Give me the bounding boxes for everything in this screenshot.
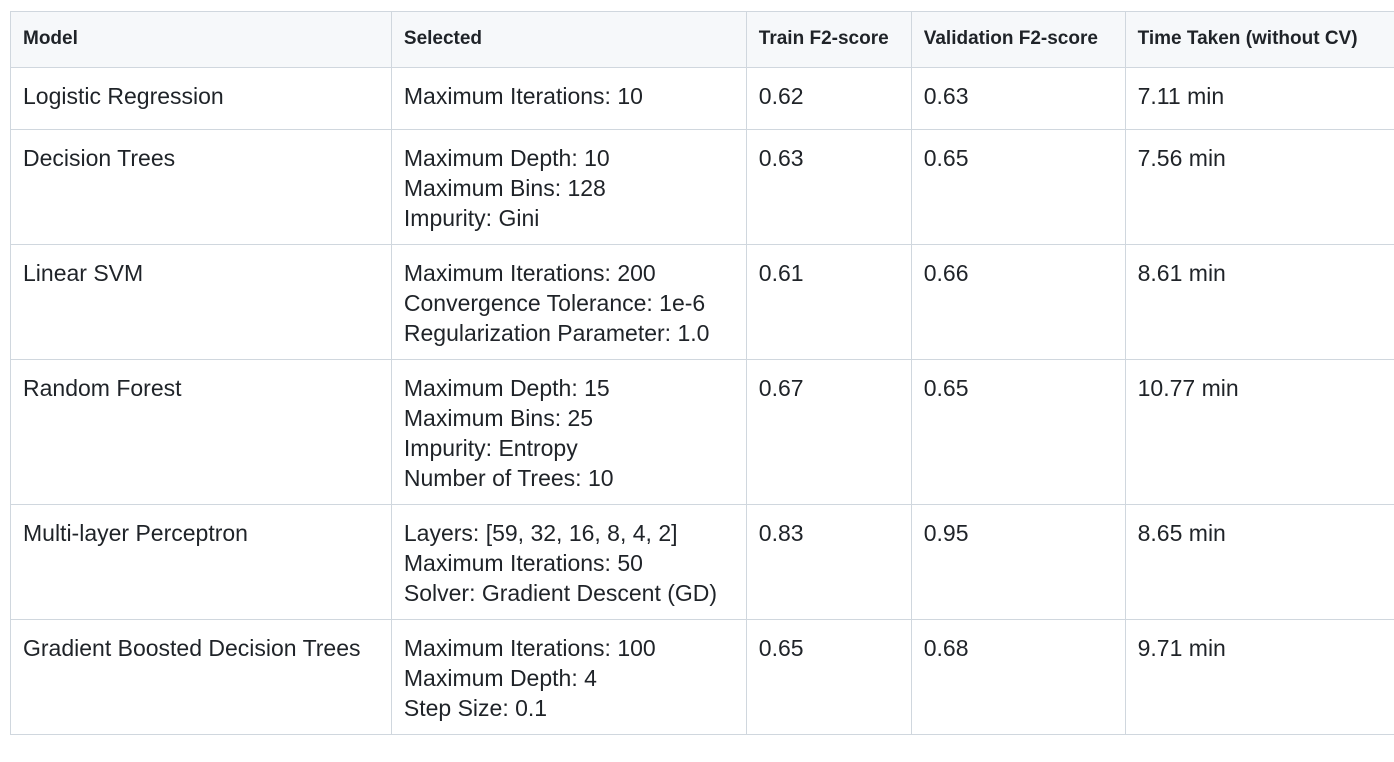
cell-model: Decision Trees	[10, 129, 392, 245]
cell-validation-f2: 0.66	[910, 244, 1126, 360]
table-row: Linear SVM Maximum Iterations: 200 Conve…	[10, 244, 1394, 360]
header-model: Model	[10, 11, 392, 68]
cell-time-taken: 7.56 min	[1124, 129, 1394, 245]
cell-validation-f2: 0.65	[910, 359, 1126, 505]
cell-selected: Maximum Iterations: 200 Convergence Tole…	[390, 244, 747, 360]
table-row: Gradient Boosted Decision Trees Maximum …	[10, 619, 1394, 735]
cell-validation-f2: 0.68	[910, 619, 1126, 735]
cell-validation-f2: 0.95	[910, 504, 1126, 620]
cell-time-taken: 9.71 min	[1124, 619, 1394, 735]
cell-train-f2: 0.62	[745, 67, 912, 130]
cell-selected: Layers: [59, 32, 16, 8, 4, 2] Maximum It…	[390, 504, 747, 620]
cell-validation-f2: 0.65	[910, 129, 1126, 245]
header-time-taken: Time Taken (without CV)	[1124, 11, 1394, 68]
cell-time-taken: 10.77 min	[1124, 359, 1394, 505]
table-row: Decision Trees Maximum Depth: 10 Maximum…	[10, 129, 1394, 245]
selected-param: Regularization Parameter: 1.0	[403, 320, 710, 346]
selected-param: Layers: [59, 32, 16, 8, 4, 2]	[403, 520, 678, 546]
selected-param: Maximum Depth: 4	[403, 665, 597, 691]
cell-model: Random Forest	[10, 359, 392, 505]
selected-param: Impurity: Gini	[403, 205, 540, 231]
table-row: Logistic Regression Maximum Iterations: …	[10, 67, 1394, 130]
selected-param: Maximum Iterations: 50	[403, 550, 643, 576]
selected-param: Maximum Iterations: 100	[403, 635, 656, 661]
cell-selected: Maximum Depth: 10 Maximum Bins: 128 Impu…	[390, 129, 747, 245]
cell-selected: Maximum Iterations: 10	[390, 67, 747, 130]
table-header-row: Model Selected Train F2-score Validation…	[10, 11, 1394, 68]
cell-train-f2: 0.67	[745, 359, 912, 505]
selected-param: Maximum Iterations: 10	[403, 83, 643, 109]
header-validation-f2: Validation F2-score	[910, 11, 1126, 68]
cell-selected: Maximum Depth: 15 Maximum Bins: 25 Impur…	[390, 359, 747, 505]
selected-param: Maximum Iterations: 200	[403, 260, 656, 286]
table-row: Random Forest Maximum Depth: 15 Maximum …	[10, 359, 1394, 505]
selected-param: Maximum Bins: 128	[403, 175, 606, 201]
selected-param: Impurity: Entropy	[403, 435, 578, 461]
cell-model: Linear SVM	[10, 244, 392, 360]
cell-train-f2: 0.61	[745, 244, 912, 360]
model-results-table: Model Selected Train F2-score Validation…	[10, 11, 1394, 735]
selected-param: Maximum Depth: 10	[403, 145, 610, 171]
header-selected: Selected	[390, 11, 747, 68]
cell-train-f2: 0.65	[745, 619, 912, 735]
header-train-f2: Train F2-score	[745, 11, 912, 68]
cell-model: Logistic Regression	[10, 67, 392, 130]
selected-param: Solver: Gradient Descent (GD)	[403, 580, 718, 606]
cell-model: Gradient Boosted Decision Trees	[10, 619, 392, 735]
selected-param: Convergence Tolerance: 1e-6	[403, 290, 706, 316]
cell-time-taken: 7.11 min	[1124, 67, 1394, 130]
selected-param: Number of Trees: 10	[403, 465, 614, 491]
cell-time-taken: 8.65 min	[1124, 504, 1394, 620]
results-table-container: Model Selected Train F2-score Validation…	[10, 11, 1394, 735]
selected-param: Step Size: 0.1	[403, 695, 548, 721]
cell-selected: Maximum Iterations: 100 Maximum Depth: 4…	[390, 619, 747, 735]
cell-model: Multi-layer Perceptron	[10, 504, 392, 620]
cell-train-f2: 0.83	[745, 504, 912, 620]
cell-time-taken: 8.61 min	[1124, 244, 1394, 360]
selected-param: Maximum Bins: 25	[403, 405, 594, 431]
cell-validation-f2: 0.63	[910, 67, 1126, 130]
table-row: Multi-layer Perceptron Layers: [59, 32, …	[10, 504, 1394, 620]
cell-train-f2: 0.63	[745, 129, 912, 245]
selected-param: Maximum Depth: 15	[403, 375, 610, 401]
